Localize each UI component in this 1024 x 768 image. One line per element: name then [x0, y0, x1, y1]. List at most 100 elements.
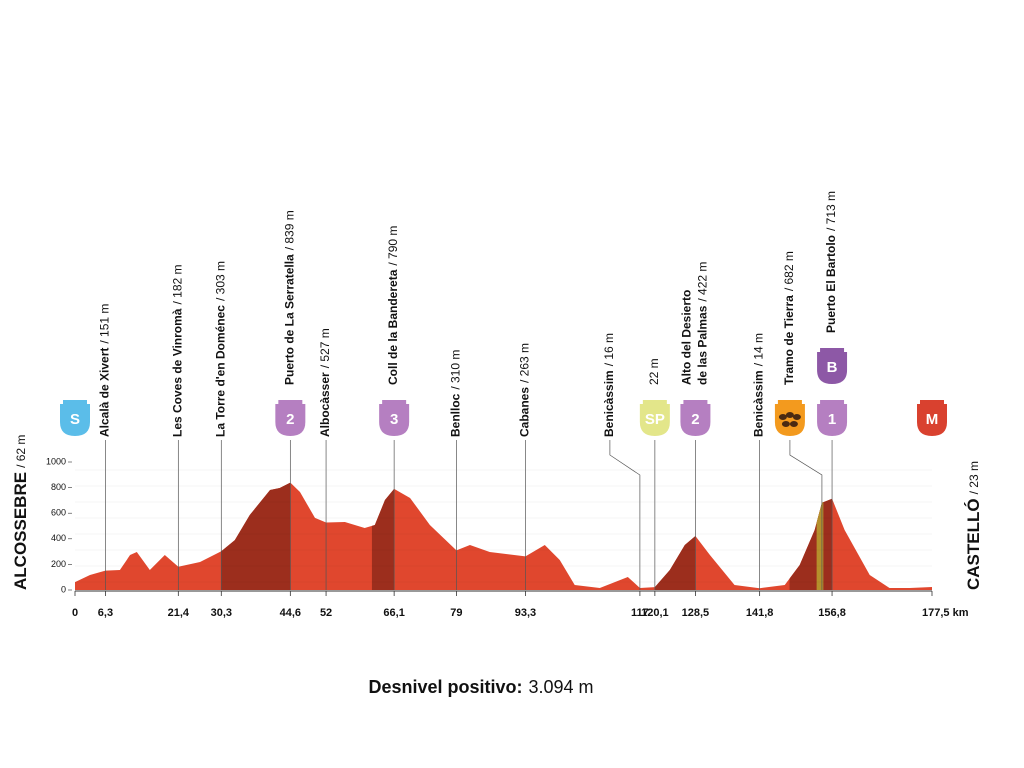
waypoint-altitude: / 422 m — [696, 262, 710, 302]
x-tick-label: 177,5 km — [922, 607, 969, 619]
x-tick-label: 21,4 — [168, 607, 190, 619]
x-tick-label: 6,3 — [98, 607, 113, 619]
climb-segment — [371, 488, 395, 590]
badge-text: B — [827, 359, 838, 376]
badge: S — [60, 400, 90, 436]
waypoint-label: 22 m — [647, 358, 661, 385]
waypoint-name: Puerto de La Serratella — [283, 254, 297, 385]
end-name: ALCOSSEBRE — [11, 472, 30, 590]
x-tick-label: 79 — [450, 607, 462, 619]
badge-text: 2 — [286, 411, 294, 428]
badge-text: S — [70, 411, 80, 428]
badge-shape — [817, 352, 848, 384]
waypoint-altitude: / 310 m — [449, 350, 463, 390]
waypoint-label: Alto del Desierto — [680, 290, 694, 385]
waypoint-label: Benicàssim / 16 m — [602, 333, 616, 437]
y-tick-label: 1000 — [46, 456, 66, 466]
end-altitude: / 62 m — [14, 435, 28, 468]
waypoint-altitude: / 839 m — [283, 210, 297, 250]
badge — [774, 400, 805, 436]
badge: 1 — [817, 400, 848, 436]
x-tick-label: 120,1 — [641, 607, 669, 619]
badge-cap — [920, 400, 944, 405]
waypoint-name: Cabanes — [518, 387, 532, 437]
waypoint-label: Benlloc / 310 m — [449, 350, 463, 437]
waypoint-name: Alcalà de Xivert — [98, 348, 112, 437]
badge-cap — [820, 400, 845, 405]
badge-shape — [774, 404, 805, 436]
waypoint-name: Coll de la Bandereta — [386, 269, 400, 385]
note-value: 3.094 m — [529, 677, 594, 697]
waypoint-name: Benicàssim — [752, 370, 766, 437]
waypoint-label: Alcalà de Xivert / 151 m — [98, 304, 112, 437]
waypoint-name: Alto del Desierto — [680, 290, 694, 385]
badge-shape — [680, 404, 711, 436]
badge-text: 2 — [691, 411, 699, 428]
badge-shape — [817, 404, 848, 436]
waypoint-altitude: / 527 m — [318, 328, 332, 368]
badge-shape — [275, 404, 306, 436]
waypoint-name: Puerto El Bartolo — [824, 235, 838, 333]
waypoint-label: La Torre d'en Doménec / 303 m — [213, 261, 227, 437]
badge-cap — [642, 400, 667, 405]
waypoint-line — [609, 440, 641, 590]
waypoint-name: Tramo de Tierra — [782, 295, 796, 385]
stone — [781, 421, 790, 427]
waypoint-altitude: / 790 m — [386, 226, 400, 266]
end-name: CASTELLÓ — [964, 498, 983, 590]
x-tick-label: 93,3 — [515, 607, 536, 619]
y-tick-label: 200 — [51, 559, 66, 569]
end-label: ALCOSSEBRE / 62 m — [11, 435, 30, 590]
waypoint-altitude: / 182 m — [170, 264, 184, 304]
waypoint-label: Tramo de Tierra / 682 m — [782, 251, 796, 385]
note: Desnivel positivo: 3.094 m — [368, 677, 593, 697]
badge-cap — [777, 400, 802, 405]
y-tick-label: 0 — [61, 584, 66, 594]
x-tick-label: 117 — [631, 607, 649, 619]
x-tick-label: 156,8 — [818, 607, 846, 619]
x-tick-label: 0 — [72, 607, 78, 619]
waypoint-altitude: / 14 m — [752, 333, 766, 366]
waypoint-name: Benlloc — [449, 393, 463, 437]
note-label: Desnivel positivo: — [368, 677, 522, 697]
badge-shape — [379, 404, 410, 436]
waypoint-label: Benicàssim / 14 m — [752, 333, 766, 437]
waypoint-name: Benicàssim — [602, 370, 616, 437]
y-tick-label: 600 — [51, 508, 66, 518]
x-tick-label: 52 — [320, 607, 332, 619]
waypoint-name: Les Coves de Vinromà — [170, 308, 184, 437]
waypoint-name: La Torre d'en Doménec — [213, 305, 227, 437]
badge: B — [817, 348, 848, 384]
waypoint-altitude: / 713 m — [824, 191, 838, 231]
y-tick-label: 800 — [51, 482, 66, 492]
waypoint-altitude: / 263 m — [518, 343, 532, 383]
waypoint-label: Puerto de La Serratella / 839 m — [283, 210, 297, 385]
stone — [785, 412, 794, 418]
stone — [789, 421, 798, 427]
y-tick-label: 400 — [51, 533, 66, 543]
x-tick-label: 141,8 — [746, 607, 774, 619]
waypoint-altitude: / 682 m — [782, 251, 796, 291]
badge-shape — [60, 404, 90, 436]
badge: 2 — [680, 400, 711, 436]
waypoint-label: Cabanes / 263 m — [518, 343, 532, 437]
waypoint-label: Puerto El Bartolo / 713 m — [824, 191, 838, 333]
x-tick-label: 44,6 — [280, 607, 301, 619]
waypoint-label: Coll de la Bandereta / 790 m — [386, 226, 400, 385]
badge-cap — [820, 348, 845, 353]
badge-text: M — [926, 411, 939, 428]
waypoint-name: Albocàsser — [318, 372, 332, 437]
x-tick-label: 66,1 — [383, 607, 404, 619]
waypoint-label: de las Palmas / 422 m — [696, 262, 710, 385]
badge-shape — [639, 404, 670, 436]
badge-cap — [278, 400, 303, 405]
waypoint-label: Les Coves de Vinromà / 182 m — [170, 264, 184, 437]
waypoint-label: Albocàsser / 527 m — [318, 328, 332, 437]
x-tick-label: 128,5 — [682, 607, 710, 619]
end-altitude: / 23 m — [967, 461, 981, 494]
waypoint-altitude: / 303 m — [213, 261, 227, 301]
badge-shape — [917, 404, 947, 436]
badge: 3 — [379, 400, 410, 436]
